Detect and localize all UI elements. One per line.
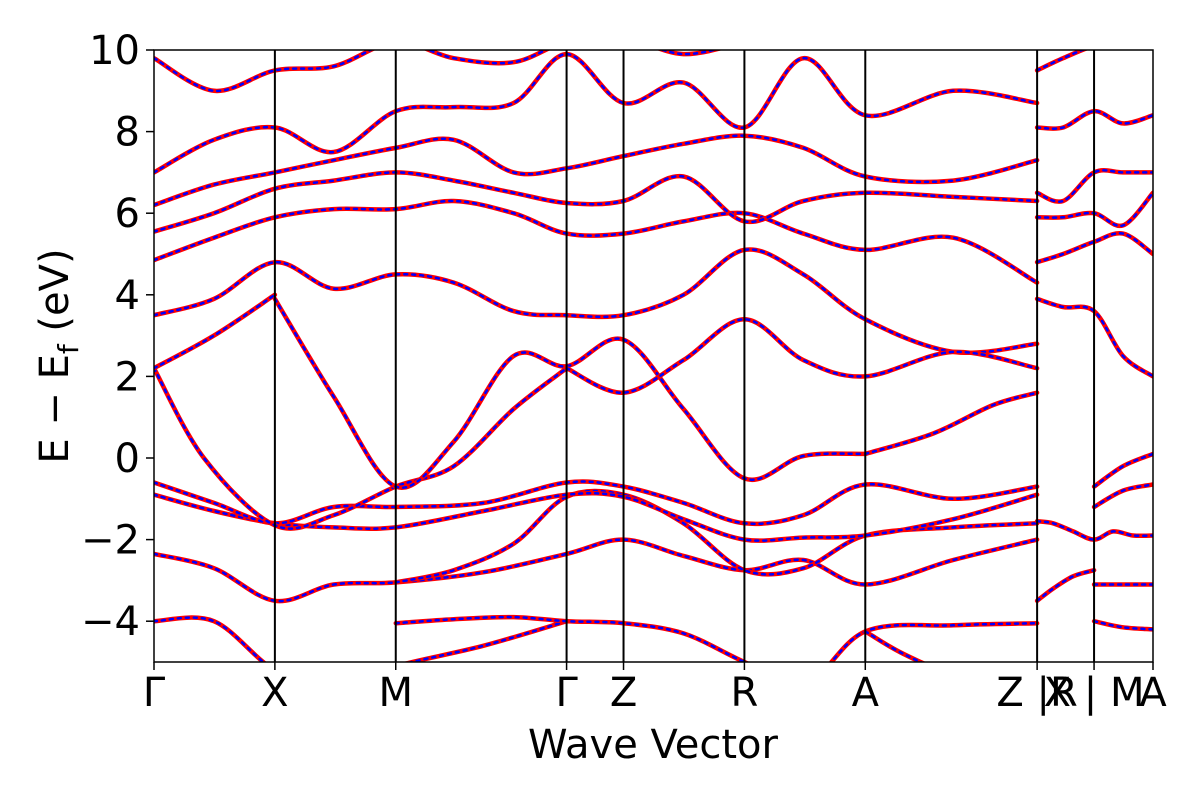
band-model-9	[864, 391, 1039, 456]
y-axis-ticks: −4 −2 0 2 4 6 8 10	[81, 28, 154, 645]
y-axis-label-unit: (eV)	[32, 248, 78, 344]
band-model-27	[1035, 169, 1153, 203]
x-tick-label: M	[379, 670, 414, 716]
band-model-29	[1035, 50, 1086, 72]
band-model-14	[154, 171, 1039, 233]
band-model-10	[154, 293, 277, 370]
band-dft-20	[1091, 451, 1153, 489]
band-model-5	[154, 491, 1039, 542]
x-tick-label: Z |R	[996, 670, 1077, 716]
band-dft-13	[154, 198, 1040, 285]
y-tick-label: 8	[115, 110, 140, 156]
y-tick-label: 10	[89, 28, 140, 74]
band-dft-5	[154, 490, 1040, 543]
x-tick-label: A	[1139, 670, 1167, 716]
band-dft-3	[154, 537, 1040, 604]
plot-frame	[153, 49, 1154, 663]
band-model-7	[154, 366, 568, 530]
x-tick-label: Z	[610, 670, 637, 716]
y-axis-label: E − Ef (eV)	[32, 248, 85, 463]
x-tick-label: A	[852, 670, 880, 716]
band-dft-9	[863, 390, 1040, 457]
band-model-18	[1035, 519, 1153, 541]
y-tick-label: 2	[115, 354, 140, 400]
band-dft-16	[154, 51, 1040, 175]
y-tick-label: 4	[115, 273, 140, 319]
band-dft-6	[154, 479, 1040, 527]
x-tick-label: X | M	[1044, 670, 1145, 716]
band-dft-19	[1034, 567, 1097, 604]
band-model-12	[565, 318, 1039, 394]
y-tick-label: 0	[115, 436, 140, 482]
band-model-1	[394, 615, 1039, 662]
band-dft-1	[393, 614, 1040, 662]
band-model-21	[1092, 483, 1153, 509]
band-model-25	[1035, 231, 1153, 264]
band-model-0	[154, 616, 568, 662]
bands-group	[154, 50, 1153, 662]
band-dft-12	[564, 317, 1040, 395]
y-tick-label: −4	[81, 599, 140, 645]
x-tick-label: R	[731, 670, 759, 716]
band-model-3	[154, 538, 1039, 603]
x-tick-label: Γ	[555, 670, 578, 716]
band-dft-21	[1091, 482, 1153, 510]
band-model-11	[154, 248, 1039, 355]
band-model-17	[154, 50, 719, 93]
y-axis-label-main: E − E	[32, 354, 78, 464]
band-model-8	[273, 297, 867, 489]
x-axis-label: Wave Vector	[528, 722, 779, 768]
x-tick-label: X	[261, 670, 288, 716]
y-tick-label: 6	[115, 191, 140, 237]
band-dft-23	[1091, 618, 1153, 632]
band-model-13	[154, 199, 1039, 284]
band-dft-0	[154, 615, 569, 662]
band-model-19	[1035, 568, 1096, 603]
x-tick-label: Γ	[143, 670, 166, 716]
band-dft-8	[272, 296, 868, 490]
band-model-16	[154, 52, 1039, 174]
band-model-28	[1035, 109, 1153, 130]
band-dft-2	[863, 629, 927, 662]
y-tick-label: −2	[81, 518, 140, 564]
band-model-20	[1092, 452, 1153, 488]
high-symmetry-lines	[273, 50, 1096, 662]
y-axis-label-subscript: f	[52, 343, 85, 354]
